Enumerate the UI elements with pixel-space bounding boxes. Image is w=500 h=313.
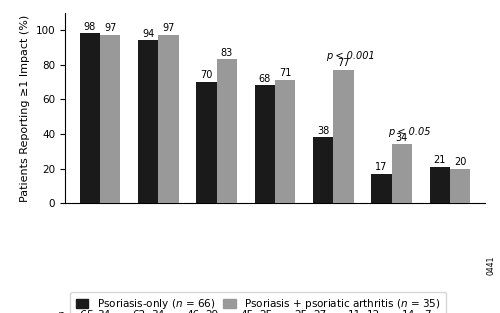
Text: 25: 25 [294, 310, 308, 313]
Bar [313, 137, 334, 203]
Text: 14: 14 [402, 310, 415, 313]
Text: 34: 34 [152, 310, 164, 313]
Text: 7: 7 [424, 310, 430, 313]
Bar [275, 80, 295, 203]
Text: 11: 11 [348, 310, 361, 313]
Text: 77: 77 [338, 58, 350, 68]
Text: 34: 34 [396, 133, 408, 143]
Text: 34: 34 [98, 310, 111, 313]
Text: 17: 17 [376, 162, 388, 172]
Text: p < 0.001: p < 0.001 [326, 51, 375, 61]
Text: 68: 68 [258, 74, 271, 84]
Text: p < 0.05: p < 0.05 [388, 127, 430, 137]
Text: 25: 25 [259, 310, 272, 313]
Text: 62: 62 [132, 310, 146, 313]
Text: n = 65: n = 65 [58, 310, 94, 313]
Text: 27: 27 [313, 310, 326, 313]
Text: 0441: 0441 [486, 256, 495, 275]
Bar [158, 35, 179, 203]
Bar [196, 82, 216, 203]
Bar [372, 174, 392, 203]
Bar [450, 169, 470, 203]
Y-axis label: Patients Reporting ≥1 Impact (%): Patients Reporting ≥1 Impact (%) [20, 14, 30, 202]
Text: 12: 12 [366, 310, 380, 313]
Text: 97: 97 [104, 23, 117, 33]
Bar [138, 40, 158, 203]
Bar [254, 85, 275, 203]
Text: 94: 94 [142, 28, 154, 38]
Bar [80, 33, 100, 203]
Bar [216, 59, 237, 203]
Bar [392, 144, 412, 203]
Text: 46: 46 [186, 310, 200, 313]
Text: 97: 97 [162, 23, 174, 33]
Text: 71: 71 [279, 69, 291, 79]
Legend: Psoriasis-only ($n$ = 66), Psoriasis + psoriatic arthritis ($n$ = 35): Psoriasis-only ($n$ = 66), Psoriasis + p… [70, 292, 446, 313]
Text: 70: 70 [200, 70, 212, 80]
Text: 21: 21 [434, 155, 446, 165]
Text: 29: 29 [205, 310, 218, 313]
Text: 83: 83 [221, 48, 233, 58]
Text: 98: 98 [84, 22, 96, 32]
Text: 45: 45 [240, 310, 254, 313]
Bar [430, 167, 450, 203]
Text: 38: 38 [317, 126, 329, 136]
Bar [334, 70, 354, 203]
Text: 20: 20 [454, 157, 466, 167]
Bar [100, 35, 120, 203]
